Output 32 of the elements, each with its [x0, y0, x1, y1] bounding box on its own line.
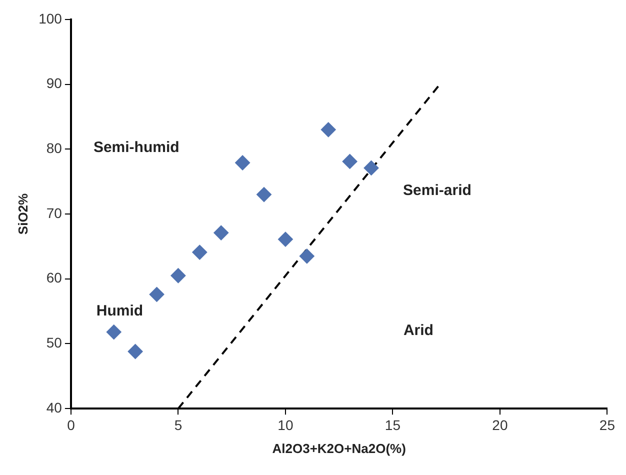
point: [256, 187, 272, 202]
point: [170, 268, 186, 284]
x-tick-label: 5: [174, 416, 182, 433]
annotation: Semi-humid: [93, 138, 180, 156]
y-tick-label: 60: [46, 270, 62, 286]
point: [278, 232, 293, 247]
y-tick-label: 70: [46, 204, 62, 221]
point: [149, 286, 164, 302]
annotation: Semi-arid: [403, 182, 472, 199]
point: [320, 122, 336, 138]
point: [364, 160, 379, 176]
point: [299, 248, 314, 264]
x-tick-label: 10: [278, 416, 294, 433]
y-tick-label: 80: [46, 140, 62, 156]
annotation: Humid: [96, 302, 144, 320]
y-tick-label: 50: [46, 334, 62, 351]
point: [192, 244, 208, 260]
y-tick-label: 100: [38, 10, 62, 26]
y-tick-label: 90: [46, 75, 62, 92]
x-tick-label: 15: [384, 416, 401, 433]
point: [106, 324, 122, 340]
annotation: Arid: [403, 322, 434, 339]
y-axis-title: SiO2%: [15, 192, 30, 235]
point: [214, 225, 229, 240]
point: [235, 155, 250, 170]
x-tick-label: 0: [67, 416, 76, 433]
x-tick-label: 20: [492, 416, 508, 433]
x-axis-title: Al2O3+K2O+Na2O(%): [272, 440, 406, 456]
point: [342, 154, 358, 169]
y-tick-label: 40: [46, 399, 62, 416]
point: [128, 344, 143, 360]
x-tick-label: 25: [599, 416, 616, 433]
